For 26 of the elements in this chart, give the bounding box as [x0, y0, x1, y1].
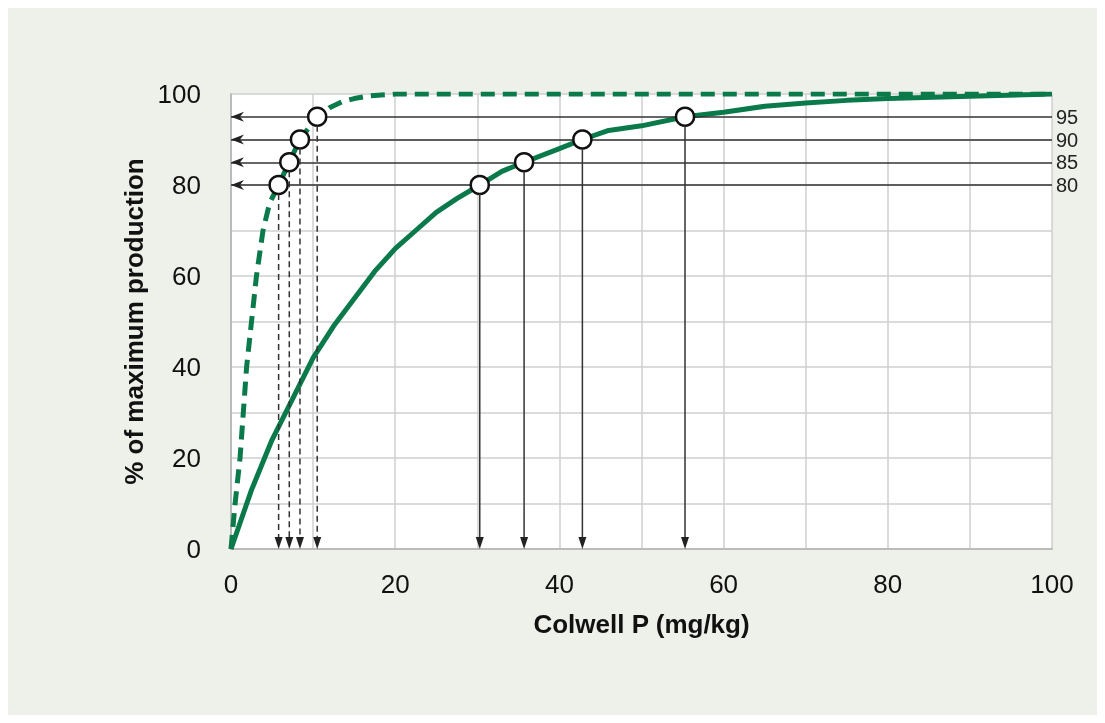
point [513, 152, 535, 173]
x-tick-label: 100 [1030, 569, 1074, 599]
point [306, 106, 328, 127]
x-tick-label: 80 [873, 569, 903, 599]
ref-line-label: 95 [1056, 105, 1079, 128]
point [268, 174, 289, 196]
y-tick-label: 0 [186, 534, 201, 564]
ref-line-label: 85 [1056, 151, 1079, 174]
y-tick-label: 80 [172, 170, 201, 200]
ref-line-label: 90 [1056, 128, 1079, 151]
point [674, 106, 696, 127]
x-axis-title: Colwell P (mg/kg) [533, 609, 750, 639]
x-tick-label: 20 [380, 569, 410, 599]
x-tick-label: 0 [223, 569, 239, 599]
y-tick-label: 100 [157, 79, 201, 109]
point [572, 129, 593, 150]
point [289, 129, 311, 150]
y-axis-title: % of maximum production [118, 158, 149, 485]
point [469, 174, 491, 196]
point [279, 152, 300, 173]
ref-line-label: 80 [1056, 174, 1079, 196]
x-tick-label: 60 [709, 569, 739, 599]
y-tick-label: 60 [172, 261, 201, 291]
x-tick-label: 40 [544, 569, 574, 599]
y-tick-label: 20 [172, 443, 201, 473]
y-tick-label: 40 [172, 352, 201, 382]
